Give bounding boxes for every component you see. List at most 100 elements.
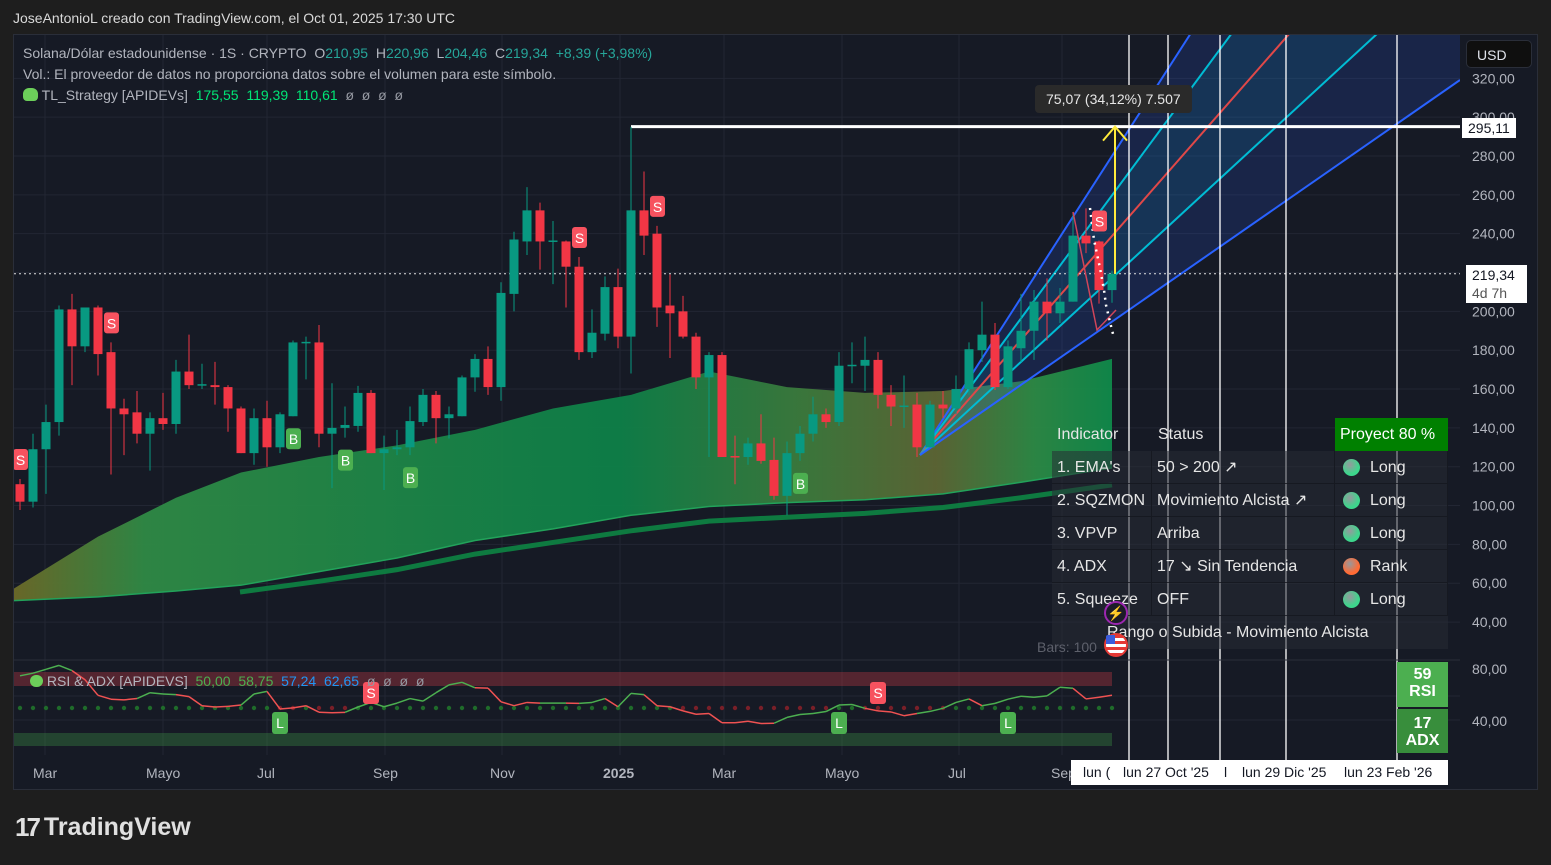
rsi-line-segment — [682, 710, 697, 716]
table-row: 1. EMA's 50 > 200 ↗ Long — [1052, 451, 1448, 484]
price-axis[interactable]: 320,00300,00280,00260,00240,00220,00200,… — [1472, 70, 1515, 630]
indicator-cell: 1. EMA's — [1052, 451, 1152, 484]
candle — [457, 375, 467, 417]
candle — [392, 429, 402, 456]
rsi-legend[interactable]: RSI & ADX [APIDEVS] 50,00 58,75 57,24 62… — [30, 673, 424, 689]
us-flag-icon[interactable] — [1104, 633, 1128, 657]
rsi-line-segment — [1007, 695, 1022, 700]
rsi-line-segment — [994, 698, 1009, 705]
symbol-legend[interactable]: Solana/Dólar estadounidense · 1S · CRYPT… — [23, 45, 652, 61]
candle-body — [925, 404, 935, 448]
candle — [899, 375, 909, 428]
rsi-line-segment — [812, 710, 827, 715]
logo-text: TradingView — [43, 813, 191, 841]
arrowhead-icon — [1102, 125, 1128, 142]
fan-outer-fill — [920, 35, 1460, 455]
candle — [886, 385, 896, 426]
rsi-line-segment — [669, 706, 684, 712]
measure-arrow[interactable] — [1102, 125, 1128, 274]
trend-dot — [459, 705, 465, 711]
indicator-cell: 5. Squeeze — [1052, 583, 1152, 616]
candle — [847, 342, 857, 384]
status-dot-icon — [1343, 491, 1360, 509]
signal-badge — [338, 449, 353, 471]
candle — [301, 336, 311, 380]
candle-body — [665, 305, 675, 314]
trend-dot — [394, 705, 400, 711]
trend-dot — [979, 705, 985, 711]
status-cell: OFF — [1152, 583, 1335, 616]
rsi-line-segment — [500, 701, 515, 707]
signal-letter: B — [341, 453, 350, 469]
candle-body — [912, 404, 922, 448]
rsi-line-segment — [149, 691, 164, 695]
trend-dot — [953, 705, 959, 711]
trend-dot — [173, 705, 179, 711]
trend-dot — [485, 705, 491, 711]
trend-dot — [108, 705, 114, 711]
rsi-line-segment — [396, 697, 411, 704]
candle-body — [730, 456, 740, 458]
candle — [93, 305, 103, 376]
rsi-panel: L S L S L — [14, 664, 1115, 746]
trend-dot — [758, 705, 764, 711]
candle-body — [93, 307, 103, 355]
candle-body — [41, 422, 51, 450]
trend-dot — [147, 705, 153, 711]
rsi-value: 50,00 — [195, 673, 231, 689]
rsi-line-segment — [864, 707, 879, 712]
rsi-title: RSI & ADX [APIDEVS] — [46, 673, 188, 689]
candle-body — [938, 404, 948, 409]
rsi-line-segment — [136, 692, 151, 700]
candle — [340, 406, 350, 438]
candle — [483, 346, 493, 395]
candle-body — [1003, 346, 1013, 388]
trend-dot — [628, 705, 634, 711]
trend-dot — [186, 705, 192, 711]
rsi-axis[interactable]: 80,00 40,00 — [1472, 661, 1507, 729]
candle — [743, 437, 753, 465]
signal-label: Long — [1370, 524, 1406, 542]
candle-body — [626, 210, 636, 337]
trend-dot — [745, 705, 751, 711]
indicator-name: TL_Strategy [APIDEVs] — [41, 87, 188, 103]
rsi-line-segment — [84, 679, 99, 696]
adx-box-label: ADX — [1405, 732, 1440, 749]
signal-letter: B — [406, 470, 415, 486]
rsi-line-segment — [201, 704, 216, 708]
signal-cell: Long — [1335, 517, 1448, 550]
rsi-line-segment — [929, 707, 944, 713]
rsi-line-segment — [162, 693, 177, 696]
price-tick: 80,00 — [1472, 536, 1507, 552]
candle-body — [54, 309, 64, 423]
candle — [418, 389, 428, 426]
trend-dot — [82, 705, 88, 711]
currency-button[interactable]: USD — [1466, 40, 1532, 68]
candle — [353, 385, 363, 432]
lightning-icon[interactable]: ⚡ — [1104, 601, 1128, 625]
rsi-line-segment — [591, 697, 606, 704]
signal-badge — [14, 448, 28, 470]
candle-body — [392, 447, 402, 450]
candle — [756, 414, 766, 464]
price-tick: 140,00 — [1472, 420, 1515, 436]
time-tick: Sep — [1051, 765, 1076, 781]
long-marker: L — [272, 712, 288, 734]
candle-body — [197, 384, 207, 386]
zigzag-line — [1072, 211, 1117, 332]
candle — [938, 390, 948, 419]
rsi-line-segment — [877, 710, 892, 713]
trend-dot — [1044, 705, 1050, 711]
candle-body — [834, 365, 844, 423]
rsi-line-segment — [266, 690, 281, 710]
indicator-legend[interactable]: TL_Strategy [APIDEVs] 175,55 119,39 110,… — [23, 87, 403, 103]
indicator-empty: ø — [394, 87, 404, 103]
tradingview-logo[interactable]: 17 TradingView — [15, 812, 191, 843]
trend-dot — [30, 705, 36, 711]
candle — [210, 361, 220, 405]
time-axis[interactable]: Mar Mayo Jul Sep Nov 2025 Mar Mayo Jul S… — [33, 765, 1076, 781]
frog-icon — [23, 88, 38, 101]
rsi-line-segment — [513, 701, 528, 707]
trend-dot — [1109, 705, 1115, 711]
